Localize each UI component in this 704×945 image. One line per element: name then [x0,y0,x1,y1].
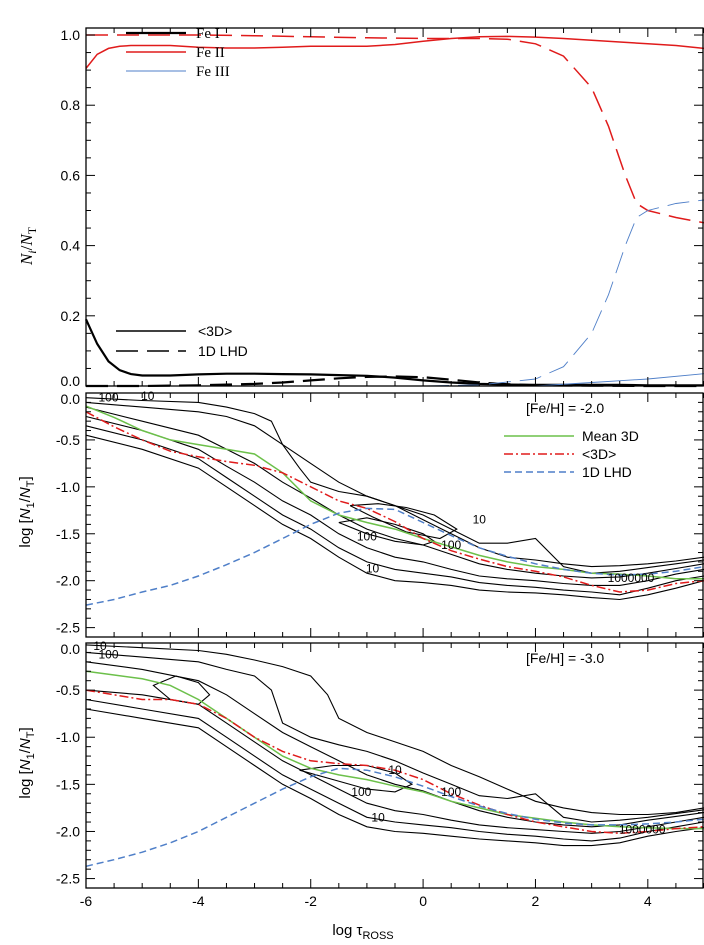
contour-line [85,401,704,574]
contour-line [349,503,458,540]
y-tick-label: -0.5 [56,682,80,698]
series-line-fe2-lhd [86,34,704,224]
contour-label: 100 [98,647,118,661]
legend-label-fe1: Fe I [196,26,220,42]
x-tick-label: -6 [80,893,93,909]
y-tick-label: -2.5 [56,620,80,636]
legend-label-fe2: Fe II [196,45,225,61]
legend-label-lhd: 1D LHD [582,464,632,480]
x-axis-title: log τROSS [332,922,393,942]
series-line-lhd [85,507,704,606]
y-tick-label: -2.0 [56,573,80,589]
series-line-avg3d [85,689,704,835]
y-axis-title: log [N1/NT] [17,727,37,798]
x-tick-label: -2 [305,893,318,909]
legend-label-avg3d: <3D> [198,323,232,339]
contour-label: 10 [388,763,402,777]
y-tick-label: 1.0 [61,27,81,43]
contour-line [85,434,704,601]
contour-label: 100 [441,538,461,552]
contour-label: 10 [141,389,155,403]
y-axis-title: Ni/NT [17,226,39,266]
y-tick-label: 0.4 [61,238,81,254]
contour-label: 100 [357,530,377,544]
contour-line [85,425,704,596]
contour-label: 10 [371,810,385,824]
series-line-lhd [85,767,704,868]
contour-line [85,415,704,586]
panel-annotation: [Fe/H] = -3.0 [526,650,604,666]
y-axis-title: log [N1/NT] [17,476,37,547]
series-line-avg3d [85,411,704,593]
contour-line [299,764,414,793]
y-tick-label: -1.5 [56,526,80,542]
species-legend: Fe I Fe II Fe III [126,26,230,80]
legend-label-lhd: 1D LHD [198,343,248,359]
panel-annotation: [Fe/H] = -2.0 [526,400,604,416]
y-tick-label: 0.0 [61,641,81,657]
contour-label: 10 [366,562,380,576]
contour-line [85,661,704,828]
series-line-fe1-avg3d [84,318,704,387]
contour-line [152,675,211,705]
contour-label: 10 [93,639,107,653]
contour-label: 100 [351,785,371,799]
series-line-mean3d [85,670,704,830]
y-tick-label: -2.0 [56,823,80,839]
legend-label-fe3: Fe III [196,64,230,80]
x-tick-label: 2 [532,893,540,909]
panel-ionization-fractions: 0.0 0.2 0.4 0.6 0.8 1.0 Ni/NT Fe I Fe II Fe I… [17,26,704,389]
legend-label-mean3d: Mean 3D [582,428,639,444]
y-tick-label: -1.5 [56,776,80,792]
contour-line [85,651,704,823]
series-line-fe3-lhd [86,199,704,387]
contour-label: 100 [441,785,461,799]
x-tick-label: 0 [419,893,427,909]
y-tick-label: 0.2 [61,308,81,324]
line-legend: Mean 3D <3D> 1D LHD [504,428,639,480]
legend-label-avg3d: <3D> [582,446,616,462]
x-tick-label: 4 [644,893,652,909]
series-line-fe2-avg3d [85,35,704,69]
y-tick-label: 0.8 [61,97,81,113]
y-tick-label: 0.6 [61,167,81,183]
y-tick-label: -1.0 [56,729,80,745]
contour-label: 10 [473,513,487,527]
y-tick-label: -0.5 [56,432,80,448]
contour-label: 1000000 [608,571,655,585]
contour-line [85,708,704,847]
y-tick-label: 0.0 [61,391,81,407]
x-tick-label: -4 [192,893,205,909]
plot-frame [85,27,704,387]
contour-line [85,698,704,842]
contour-label: 1000000 [619,823,666,837]
y-tick-label: -2.5 [56,871,80,887]
model-legend: <3D> 1D LHD [116,323,248,359]
y-tick-label: 0.0 [61,373,81,389]
contour-line [85,689,704,834]
y-tick-label: -1.0 [56,479,80,495]
contour-line [85,644,704,816]
